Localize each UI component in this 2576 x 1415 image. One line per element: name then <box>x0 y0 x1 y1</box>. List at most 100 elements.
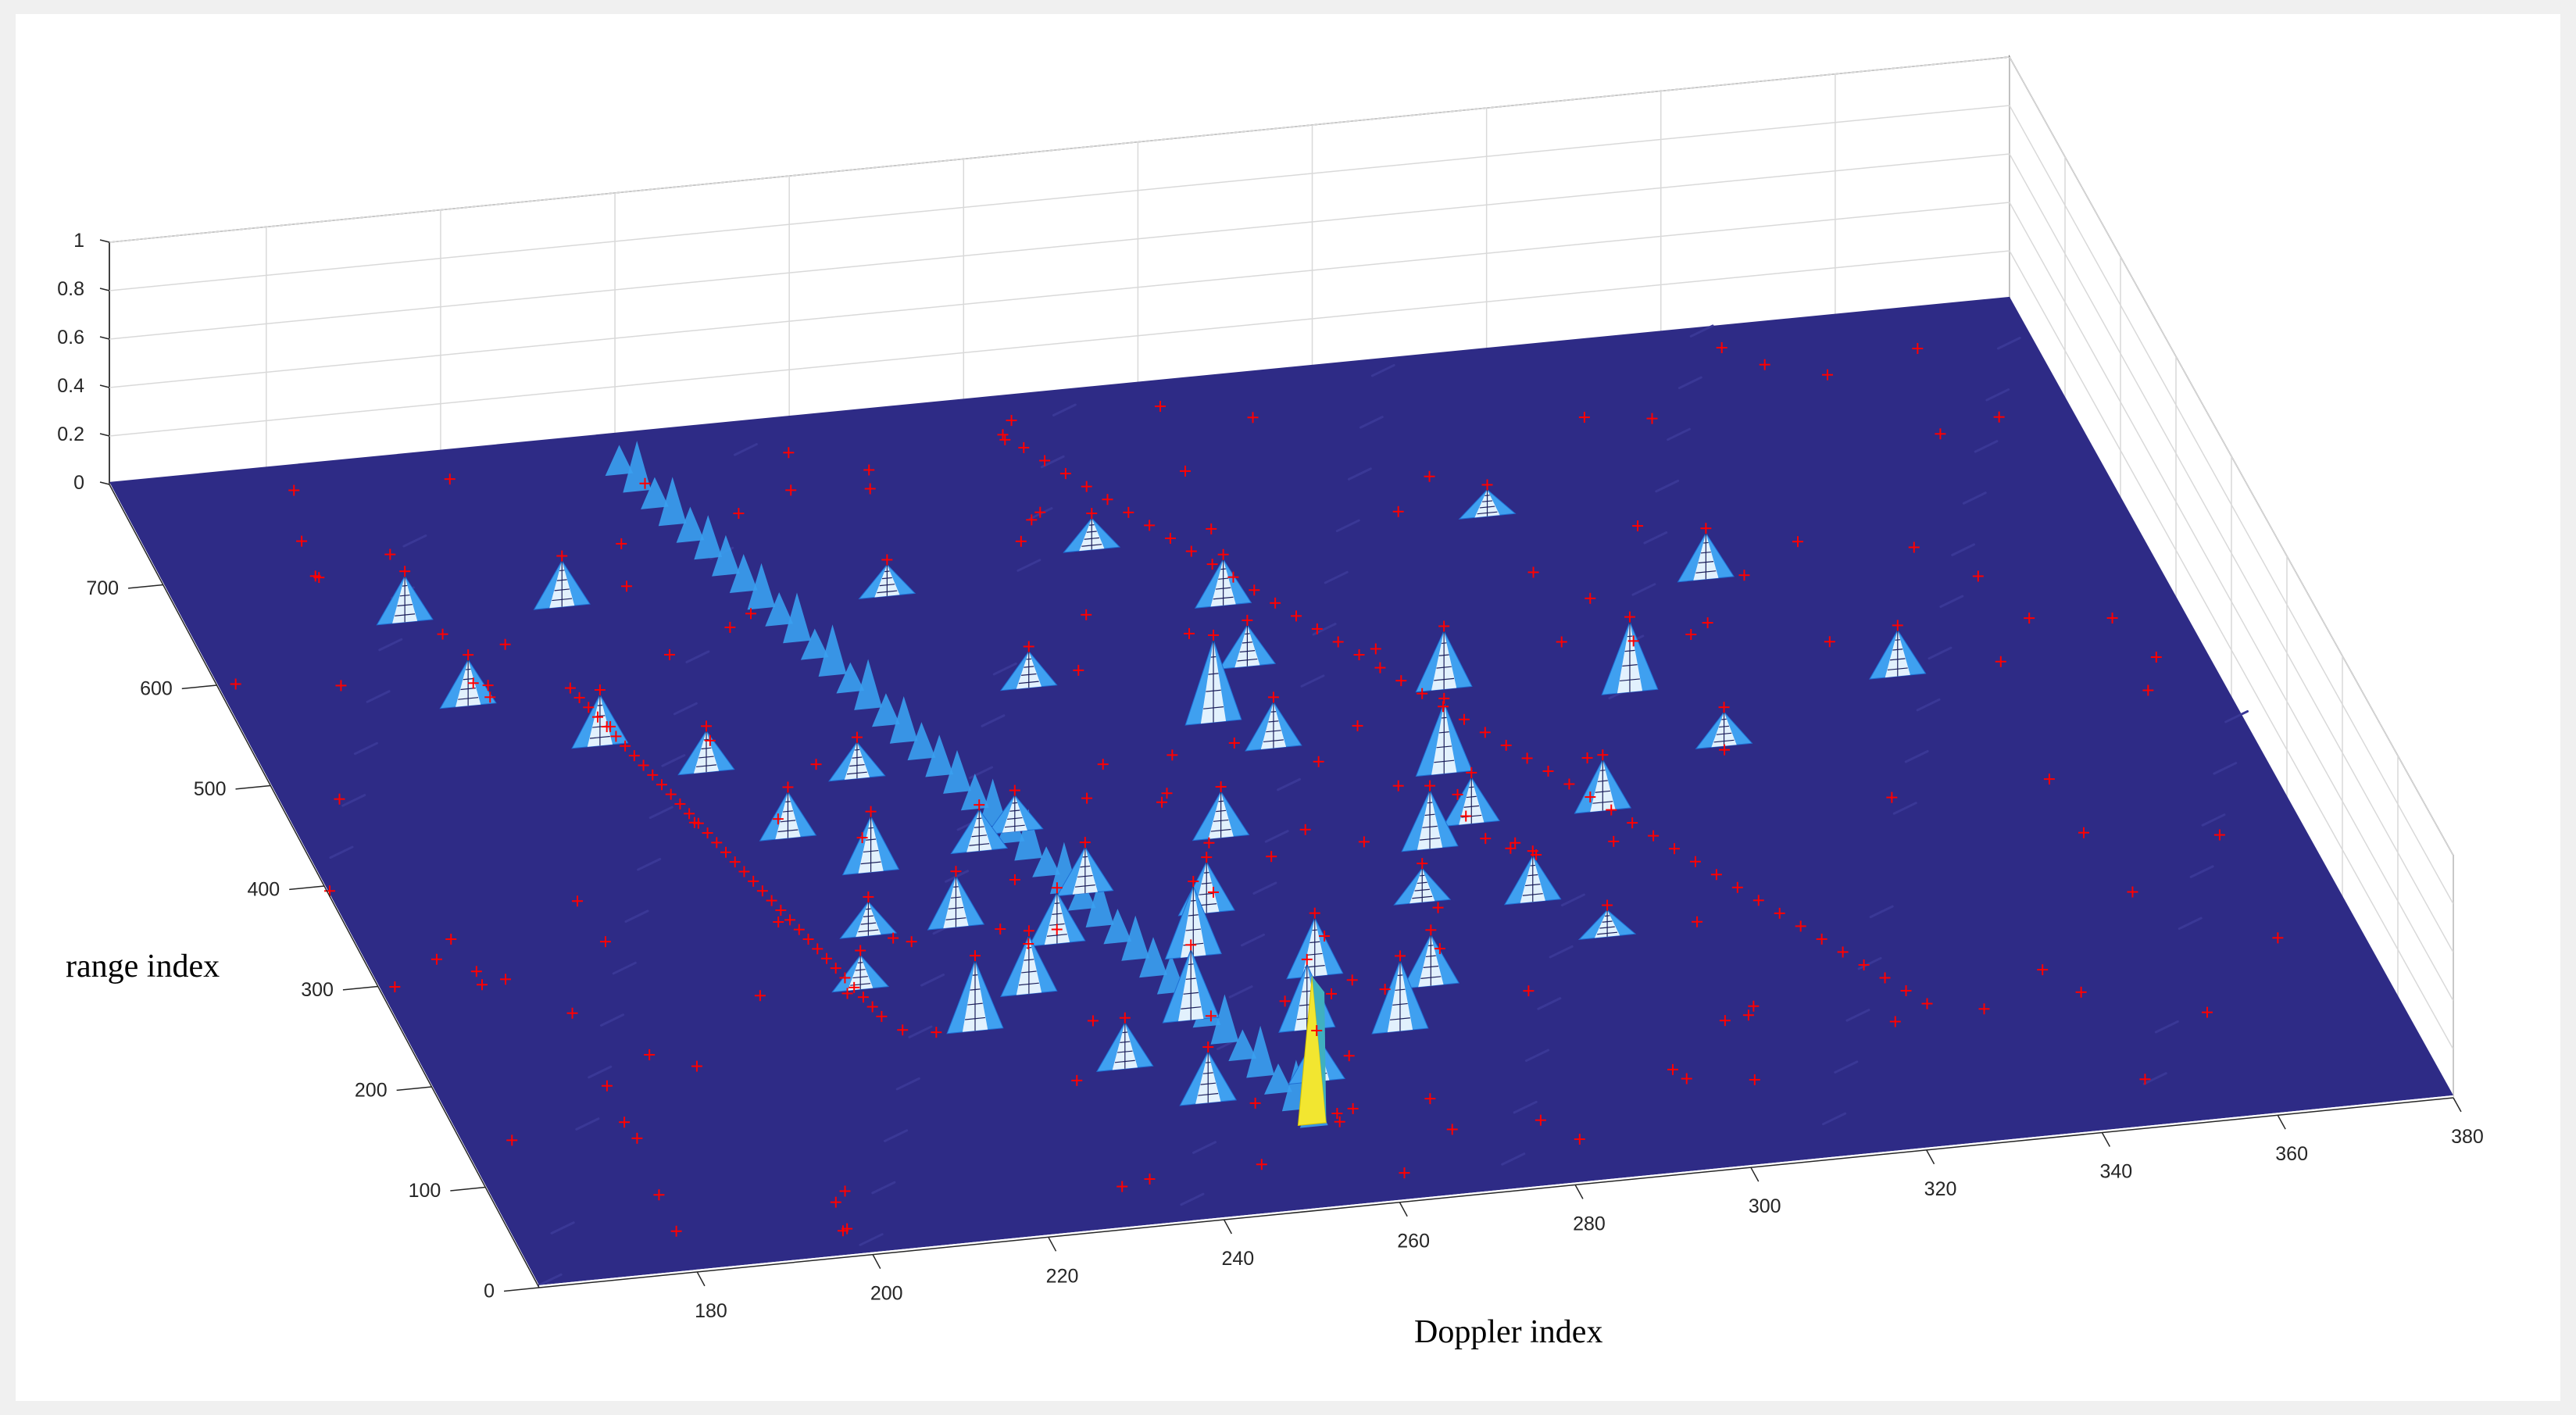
detection-marker <box>2139 1074 2151 1085</box>
surface-peak <box>927 875 985 931</box>
surface-peak <box>1056 846 1114 897</box>
detection-marker <box>1270 597 1281 609</box>
surface-streak <box>637 857 662 871</box>
x-tick-mark <box>1750 1167 1760 1182</box>
detection-marker <box>664 649 676 660</box>
detection-marker <box>309 570 321 582</box>
detection-marker <box>1434 943 1445 955</box>
detection-marker <box>1700 523 1712 534</box>
detection-marker <box>1081 481 1092 492</box>
detection-marker <box>745 608 756 620</box>
detection-marker <box>1358 836 1370 848</box>
surface-peak <box>841 815 900 876</box>
detection-marker <box>970 950 981 962</box>
z-tick-label: 0.2 <box>57 423 84 445</box>
ridge-segment <box>943 750 971 794</box>
detection-marker <box>1023 938 1034 949</box>
detection-marker <box>1993 411 2005 423</box>
detection-marker <box>1227 571 1239 583</box>
detection-marker <box>2142 684 2154 696</box>
surface-streak <box>1180 1192 1205 1206</box>
surface-streak <box>1537 997 1562 1010</box>
detection-marker <box>1858 959 1870 970</box>
detection-marker <box>1156 796 1168 808</box>
surface-peak <box>1415 702 1473 777</box>
detection-marker <box>1935 428 1946 440</box>
y-axis-line <box>109 484 540 1288</box>
detection-marker <box>1392 780 1404 791</box>
surface-streak <box>1928 646 1953 660</box>
x-tick-mark <box>872 1254 881 1269</box>
detection-marker <box>1073 664 1084 676</box>
detection-marker <box>556 550 568 562</box>
detection-marker <box>1206 559 1218 570</box>
x-tick-label: 380 <box>2451 1126 2484 1148</box>
detection-marker <box>482 680 494 691</box>
detection-marker <box>674 798 686 809</box>
surface-front-edge <box>539 1095 2453 1293</box>
ridge-segment <box>1246 1025 1275 1078</box>
detection-marker <box>1249 1097 1261 1109</box>
detection-marker <box>2201 1006 2213 1018</box>
detection-marker <box>1578 412 1590 423</box>
detection-marker <box>1749 1074 1760 1085</box>
detection-marker <box>754 990 766 1002</box>
detection-marker <box>684 808 695 820</box>
surface-streak <box>1501 1152 1526 1166</box>
detection-marker <box>1144 520 1156 531</box>
x-tick-mark <box>2101 1132 2110 1147</box>
y-tick-label: 0 <box>484 1280 495 1302</box>
surface-streak <box>1916 698 1941 712</box>
detection-marker <box>1009 784 1020 796</box>
surface-peak <box>1574 759 1632 814</box>
detection-marker <box>1299 824 1311 835</box>
surface-streak <box>1951 543 1976 556</box>
z-tick-mark <box>99 336 110 340</box>
detection-marker <box>863 891 874 902</box>
ridge-segment <box>1228 1029 1257 1062</box>
detection-marker <box>2150 652 2162 663</box>
x-tick-label: 240 <box>1221 1248 1254 1270</box>
detection-marker <box>1424 1093 1436 1105</box>
detection-marker <box>906 936 917 948</box>
detection-marker <box>1161 788 1173 799</box>
surface-streak <box>981 714 1006 727</box>
detection-marker <box>610 731 622 742</box>
detection-marker <box>665 788 677 800</box>
detection-marker <box>1505 842 1517 854</box>
x-tick-label: 200 <box>870 1283 903 1305</box>
ridge-segment <box>658 477 687 527</box>
detection-marker <box>839 1185 851 1197</box>
surface-streak <box>624 909 649 923</box>
surface-streak <box>353 741 378 756</box>
detection-marker <box>724 621 736 633</box>
detection-marker <box>2075 986 2087 998</box>
detection-marker <box>1759 359 1770 370</box>
detection-marker <box>1123 506 1134 518</box>
surface-peak <box>759 791 817 841</box>
surface-peak <box>1601 620 1659 695</box>
y-tick-mark <box>128 584 163 589</box>
detection-marker <box>1097 759 1109 770</box>
ridge-segment <box>978 778 1007 827</box>
detection-marker <box>463 649 474 661</box>
x-tick-label: 360 <box>2275 1143 2308 1165</box>
ridge-segment <box>676 506 705 543</box>
surface-streak <box>1252 881 1277 895</box>
detection-marker <box>499 638 511 650</box>
detection-marker <box>997 429 1009 441</box>
surface-streak <box>648 806 673 820</box>
detection-marker <box>1879 972 1891 984</box>
ridge-segment <box>1121 915 1150 961</box>
detection-marker <box>2106 612 2118 624</box>
x-tick-label: 260 <box>1397 1231 1430 1252</box>
detection-marker <box>1574 1133 1585 1145</box>
surface-streak <box>378 638 403 652</box>
detection-marker <box>1521 752 1533 764</box>
detection-marker <box>1379 984 1391 995</box>
detection-marker <box>594 684 606 695</box>
detection-marker <box>653 1189 665 1201</box>
detection-marker <box>1206 523 1217 534</box>
detection-marker <box>1681 1073 1692 1084</box>
detection-marker <box>572 895 584 907</box>
